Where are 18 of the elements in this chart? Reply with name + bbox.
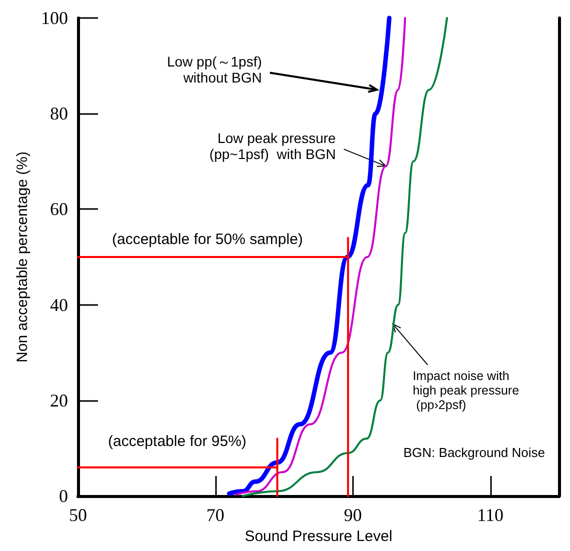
- y-tick-label: 60: [50, 199, 68, 220]
- annotation: (acceptable for 95%): [108, 433, 246, 450]
- annotation: Impact noise with high peak pressure (pp›2psf): [412, 369, 520, 412]
- x-tick-label: 70: [206, 505, 224, 525]
- x-tick-label: 110: [477, 505, 504, 525]
- y-tick-label: 80: [50, 104, 68, 124]
- y-axis-title: Non acceptable percentage (%): [14, 152, 31, 362]
- y-tick-label: 100: [41, 8, 68, 28]
- y-tick-label: 40: [50, 294, 68, 315]
- annotation: BGN: Background Noise: [403, 445, 545, 460]
- y-tick-label: 20: [50, 390, 68, 410]
- y-tick-label: 0: [59, 486, 68, 506]
- annotation: Low peak pressure (pp~1psf) with BGN: [209, 130, 336, 162]
- x-axis-title: Sound Pressure Level: [244, 528, 392, 545]
- annotation: Low pp(～1psf) without BGN: [166, 54, 262, 86]
- x-tick-label: 50: [69, 505, 87, 525]
- annotation: (acceptable for 50% sample): [112, 231, 303, 248]
- x-tick-label: 90: [344, 505, 362, 525]
